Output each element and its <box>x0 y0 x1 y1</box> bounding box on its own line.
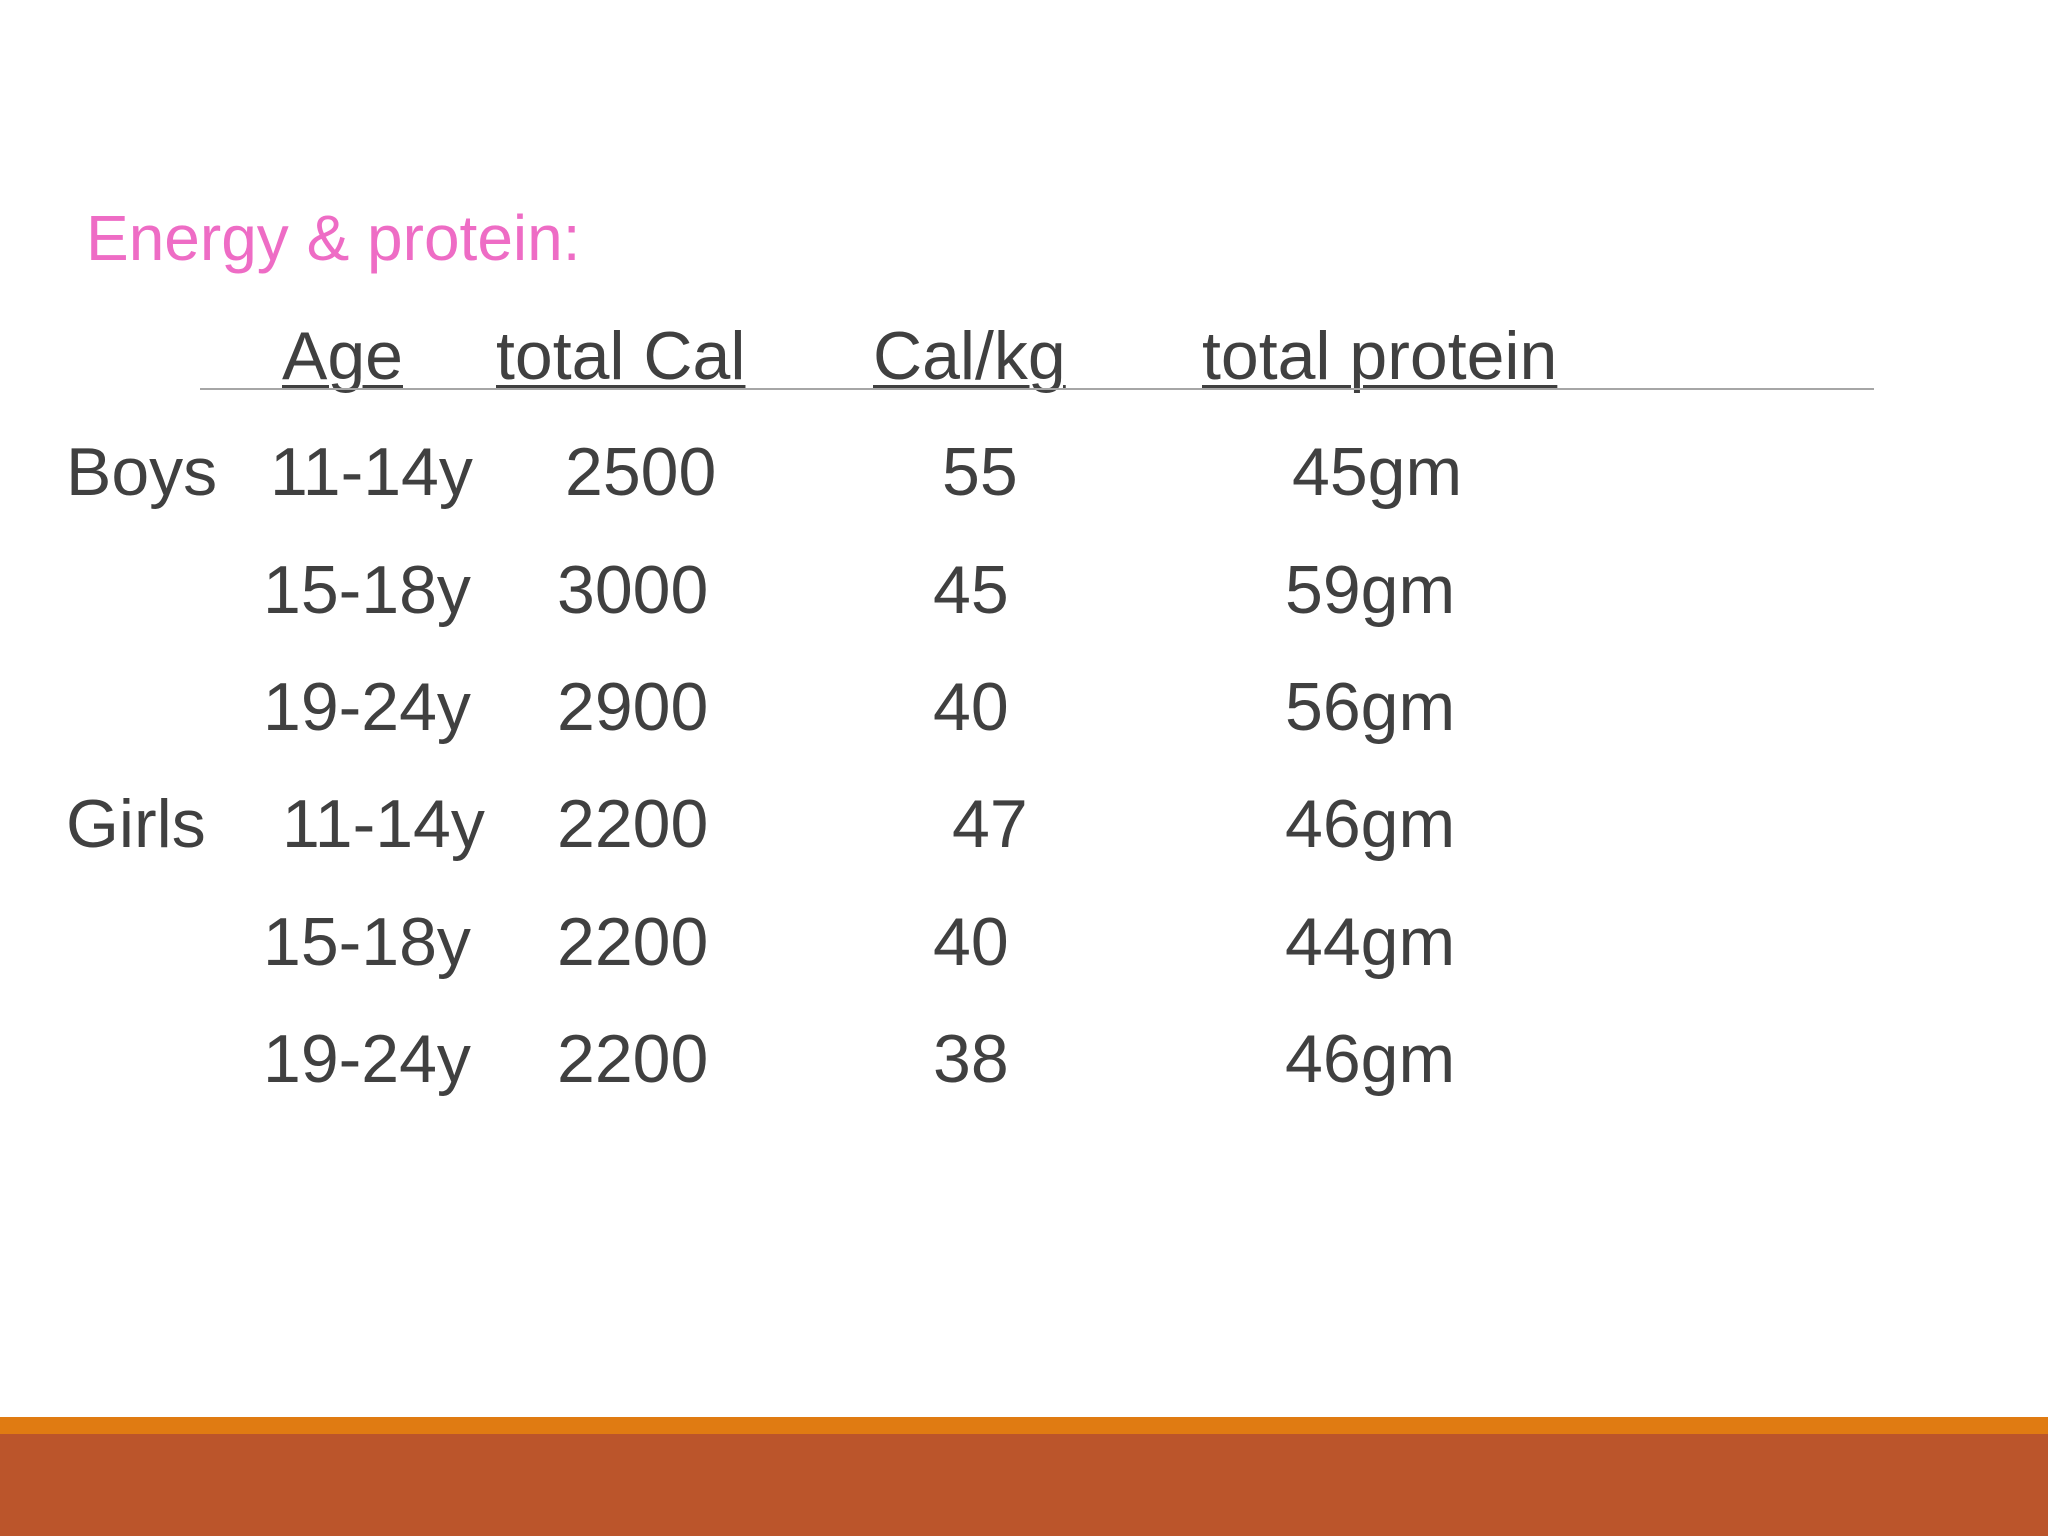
slide-title: Energy & protein: <box>86 202 581 274</box>
row-6-cal-per-kg: 38 <box>933 1021 1009 1097</box>
footer-bar <box>0 1434 2048 1536</box>
header-divider <box>200 388 1874 390</box>
row-1-cal-per-kg: 55 <box>942 434 1018 510</box>
row-3-age: 19-24y <box>263 669 471 745</box>
footer-accent-bar <box>0 1417 2048 1434</box>
header-cal-per-kg: Cal/kg <box>873 318 1066 394</box>
row-2-cal-per-kg: 45 <box>933 552 1009 628</box>
row-5-total-protein: 44gm <box>1285 904 1456 980</box>
header-total-protein: total protein <box>1202 318 1558 394</box>
row-6-total-cal: 2200 <box>557 1021 709 1097</box>
row-4-age: 11-14y <box>282 786 485 862</box>
row-4-cal-per-kg: 47 <box>952 786 1028 862</box>
row-6-age: 19-24y <box>263 1021 471 1097</box>
header-total-cal: total Cal <box>496 318 746 394</box>
row-5-total-cal: 2200 <box>557 904 709 980</box>
row-3-cal-per-kg: 40 <box>933 669 1009 745</box>
row-4-total-cal: 2200 <box>557 786 709 862</box>
row-4-total-protein: 46gm <box>1285 786 1456 862</box>
header-age: Age <box>282 318 403 394</box>
row-3-total-protein: 56gm <box>1285 669 1456 745</box>
row-4-group: Girls <box>66 786 206 862</box>
row-1-age: 11-14y <box>270 434 473 510</box>
row-3-total-cal: 2900 <box>557 669 709 745</box>
row-1-group: Boys <box>66 434 218 510</box>
row-2-total-protein: 59gm <box>1285 552 1456 628</box>
row-1-total-protein: 45gm <box>1292 434 1463 510</box>
row-6-total-protein: 46gm <box>1285 1021 1456 1097</box>
row-2-total-cal: 3000 <box>557 552 709 628</box>
row-5-cal-per-kg: 40 <box>933 904 1009 980</box>
row-1-total-cal: 2500 <box>565 434 717 510</box>
row-5-age: 15-18y <box>263 904 471 980</box>
row-2-age: 15-18y <box>263 552 471 628</box>
